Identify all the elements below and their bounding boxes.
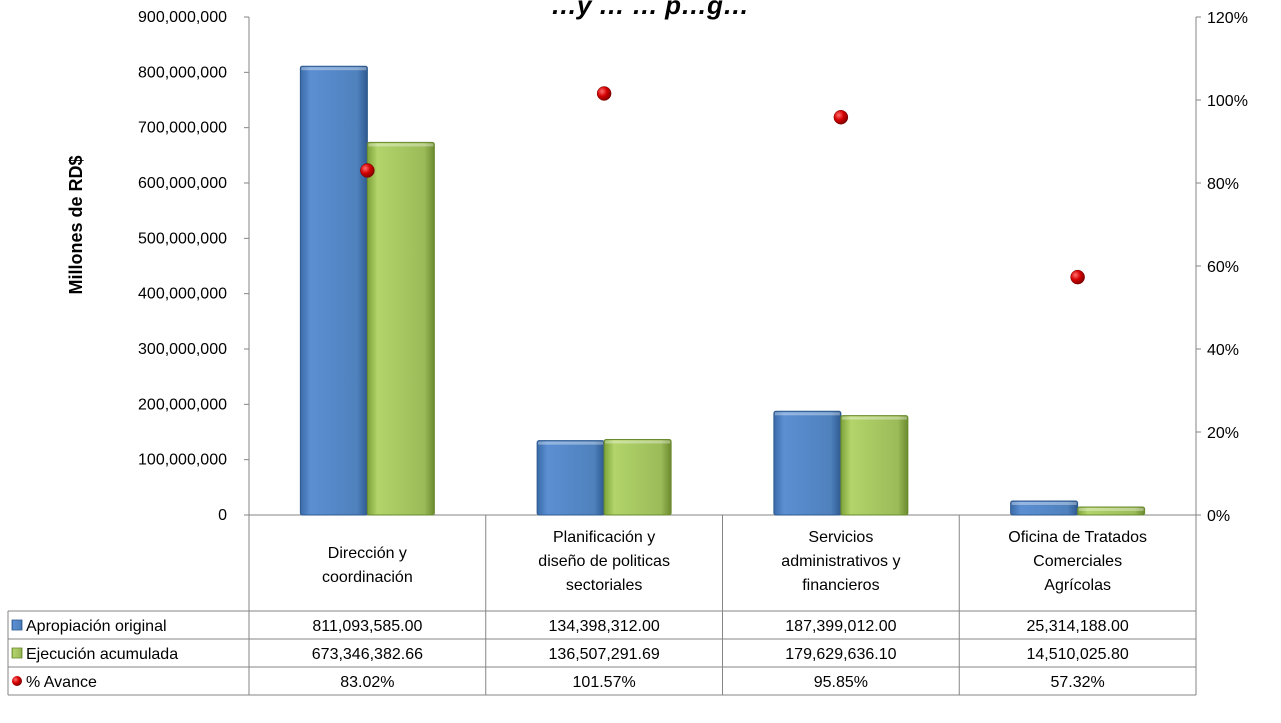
bar-ejecucion <box>1077 506 1146 516</box>
avance-point <box>1070 269 1085 285</box>
legend-swatch <box>12 676 22 686</box>
data-label: 134,398,312.00 <box>549 618 660 635</box>
legend-label: % Avance <box>26 674 97 691</box>
data-label: 57.32% <box>1050 674 1104 691</box>
y-tick-label: 900,000,000 <box>138 9 227 26</box>
data-label: 187,399,012.00 <box>785 618 896 635</box>
y-tick-label: 700,000,000 <box>138 120 227 137</box>
y-tick-label: 200,000,000 <box>138 396 227 413</box>
y2-tick-label: 120% <box>1207 10 1248 27</box>
y-tick-label: 800,000,000 <box>138 64 227 81</box>
bar-ejecucion <box>840 415 909 516</box>
category-label: diseño de politicas <box>538 553 670 570</box>
data-label: 811,093,585.00 <box>312 618 422 635</box>
y-tick-label: 400,000,000 <box>138 286 227 303</box>
legend-label: Apropiación original <box>26 618 167 635</box>
legend-swatch <box>11 647 23 659</box>
bar-apropiacion <box>299 65 368 516</box>
data-label: 673,346,382.66 <box>312 646 423 663</box>
category-label: Planificación y <box>553 529 655 546</box>
avance-point <box>360 163 375 178</box>
data-label: 25,314,188.00 <box>1026 618 1128 635</box>
category-label: financieros <box>802 577 879 594</box>
y-tick-label: 300,000,000 <box>138 341 227 358</box>
y-tick-label: 0 <box>218 507 227 524</box>
y-tick-label: 100,000,000 <box>138 452 227 469</box>
y2-tick-label: 80% <box>1207 176 1239 193</box>
category-label: Oficina de Tratados <box>1008 529 1147 546</box>
data-label: 95.85% <box>814 674 868 691</box>
y-tick-label: 600,000,000 <box>138 175 227 192</box>
chart-title: …y … … p…g… <box>551 0 749 20</box>
legend-label: Ejecución acumulada <box>26 646 178 663</box>
legend-swatch <box>11 619 23 631</box>
category-label: Agrícolas <box>1044 577 1111 594</box>
data-label: 136,507,291.69 <box>549 646 660 663</box>
bar-apropiacion <box>536 440 605 516</box>
data-table: Dirección y coordinación Planificación y di… <box>7 515 1197 696</box>
bar-ejecucion <box>366 141 435 516</box>
category-label: Servicios <box>808 529 873 546</box>
y2-tick-label: 100% <box>1207 93 1248 110</box>
avance-point <box>596 86 612 101</box>
y2-tick-label: 20% <box>1207 425 1239 442</box>
data-label: 101.57% <box>573 674 636 691</box>
y2-tick-label: 0% <box>1207 508 1230 525</box>
data-label: 83.02% <box>340 674 394 691</box>
category-label: sectoriales <box>566 577 642 594</box>
avance-point <box>833 109 849 125</box>
y-tick-label: 500,000,000 <box>138 230 227 247</box>
data-label: 14,510,025.80 <box>1026 646 1128 663</box>
bars <box>299 65 1146 516</box>
y2-tick-label: 60% <box>1207 259 1239 276</box>
category-label: coordinación <box>322 569 413 586</box>
bar-apropiacion <box>773 410 842 516</box>
category-label: administrativos y <box>781 553 900 570</box>
category-label: Comerciales <box>1033 553 1122 570</box>
y-axis-label: Millones de RD$ <box>66 155 86 294</box>
bar-apropiacion <box>1010 500 1079 516</box>
data-label: 179,629,636.10 <box>785 646 896 663</box>
bar-ejecucion <box>603 438 672 516</box>
points <box>360 86 1085 285</box>
category-label: Dirección y <box>328 545 407 562</box>
y2-tick-label: 40% <box>1207 342 1239 359</box>
